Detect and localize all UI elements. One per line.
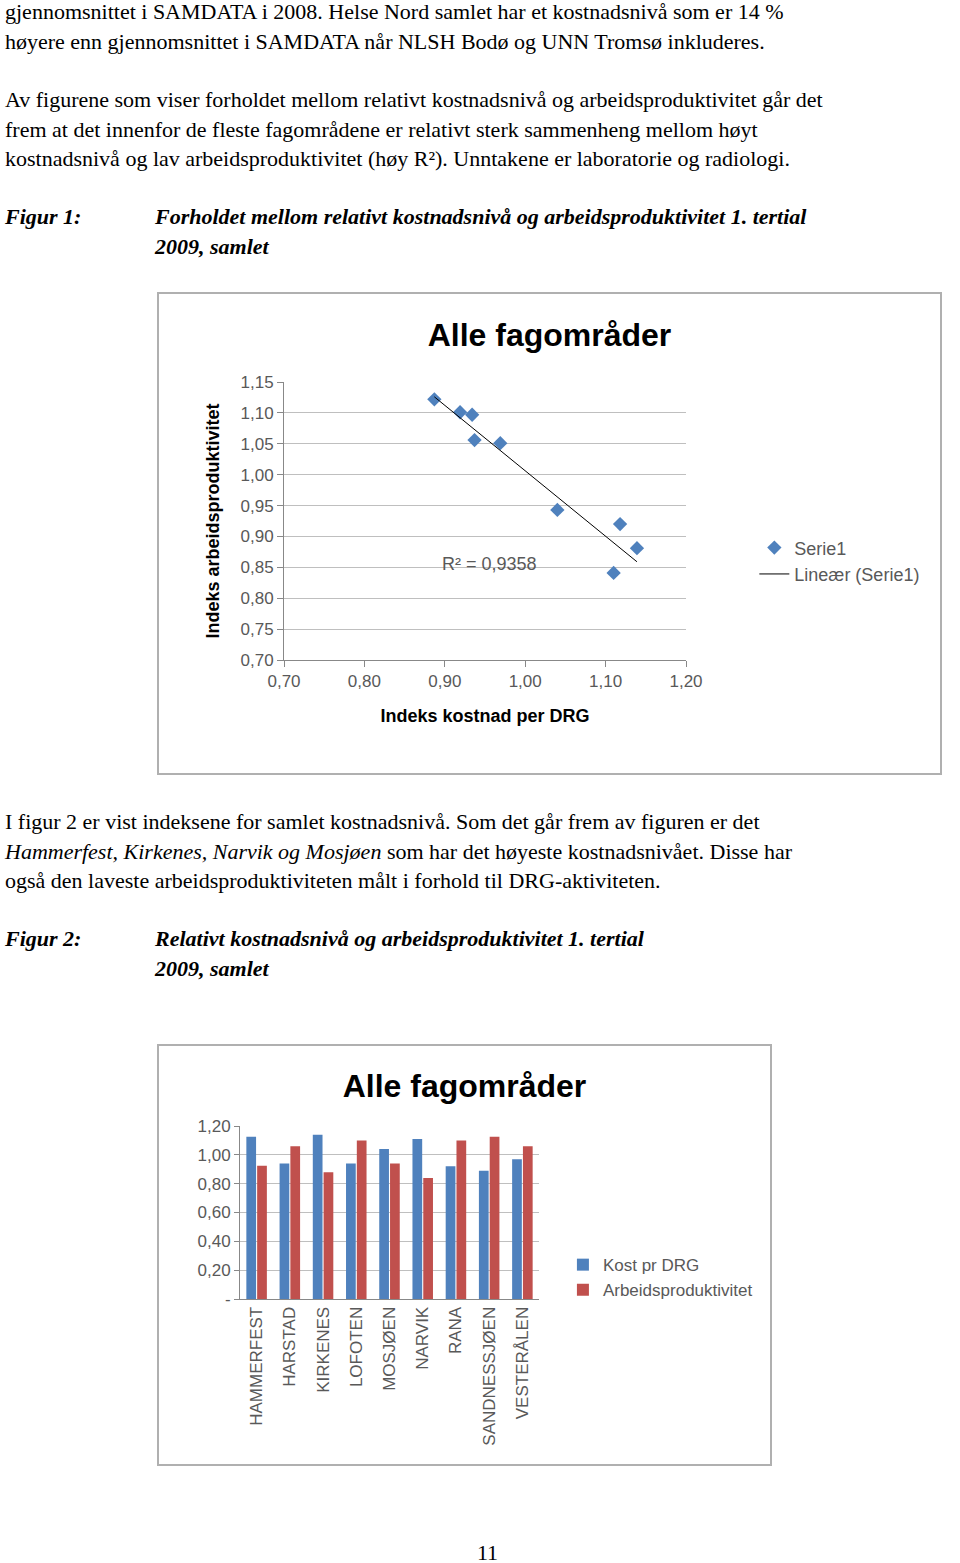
html-text:Figur 2:: Figur 2: (5, 926, 82, 951)
svg-text:0,80: 0,80 (241, 589, 274, 608)
svg-text:1,20: 1,20 (198, 1117, 231, 1136)
svg-text:0,90: 0,90 (241, 527, 274, 546)
html-text:Figur 1:: Figur 1: (5, 204, 82, 229)
svg-text:0,90: 0,90 (428, 672, 461, 691)
svg-text:1,00: 1,00 (198, 1146, 231, 1165)
html-text:også den laveste arbeidsproduk: også den laveste arbeidsproduktiviteten … (5, 868, 661, 893)
svg-text:SANDNESSJØEN: SANDNESSJØEN (480, 1307, 499, 1446)
svg-text:Alle fagområder: Alle fagområder (343, 1068, 587, 1104)
html-text:Av figurene som viser forholde: Av figurene som viser forholdet mellom r… (5, 87, 823, 112)
html-text:høyere enn gjennomsnittet i SA: høyere enn gjennomsnittet i SAMDATA når … (5, 28, 765, 54)
svg-text:MOSJØEN: MOSJØEN (380, 1307, 399, 1391)
html-text:Relativt kostnadsnivå og arbei: Relativt kostnadsnivå og arbeidsprodukti… (155, 926, 644, 951)
svg-text:0,20: 0,20 (198, 1261, 231, 1280)
svg-text:Arbeidsproduktivitet: Arbeidsproduktivitet (603, 1281, 753, 1300)
svg-text:0,70: 0,70 (267, 672, 300, 691)
svg-text:Indeks arbeidsproduktivitet: Indeks arbeidsproduktivitet (203, 403, 223, 638)
svg-text:Serie1: Serie1 (794, 539, 846, 559)
svg-text:R² = 0,9358: R² = 0,9358 (442, 554, 537, 574)
svg-text:0,80: 0,80 (198, 1175, 231, 1194)
svg-text:-: - (225, 1290, 231, 1309)
svg-text:1,10: 1,10 (589, 672, 622, 691)
svg-text:KIRKENES: KIRKENES (314, 1307, 333, 1393)
svg-text:LOFOTEN: LOFOTEN (347, 1307, 366, 1387)
svg-text:Alle fagområder: Alle fagområder (428, 317, 672, 353)
svg-text:VESTERÅLEN: VESTERÅLEN (513, 1307, 532, 1419)
html-text:2009, samlet: 2009, samlet (155, 233, 269, 259)
html-text:frem at det innenfor de fleste: frem at det innenfor de fleste fagområde… (5, 116, 758, 142)
svg-text:0,75: 0,75 (241, 620, 274, 639)
svg-text:NARVIK: NARVIK (413, 1306, 432, 1370)
svg-text:1,05: 1,05 (241, 435, 274, 454)
svg-text:Indeks kostnad per DRG: Indeks kostnad per DRG (380, 706, 589, 726)
html-text:gjennomsnittet i SAMDATA i 200: gjennomsnittet i SAMDATA i 2008. Helse N… (5, 0, 784, 24)
svg-text:1,10: 1,10 (241, 404, 274, 423)
svg-text:0,70: 0,70 (241, 651, 274, 670)
html-text:I figur 2 er vist indeksene fo: I figur 2 er vist indeksene for samlet k… (5, 809, 760, 834)
svg-text:1,15: 1,15 (241, 373, 274, 392)
html-text:2009, samlet: 2009, samlet (155, 955, 269, 981)
svg-text:HAMMERFEST: HAMMERFEST (247, 1307, 266, 1426)
svg-text:RANA: RANA (446, 1306, 465, 1354)
svg-text:0,80: 0,80 (348, 672, 381, 691)
html-text:kostnadsnivå og lav arbeidspro: kostnadsnivå og lav arbeidsproduktivitet… (5, 146, 790, 171)
svg-text:1,00: 1,00 (241, 466, 274, 485)
svg-text:0,60: 0,60 (198, 1203, 231, 1222)
svg-text:0,95: 0,95 (241, 497, 274, 516)
svg-text:1,20: 1,20 (669, 672, 702, 691)
html-text:Forholdet mellom relativt kost: Forholdet mellom relativt kostnadsnivå o… (155, 204, 807, 229)
svg-text:HARSTAD: HARSTAD (280, 1307, 299, 1387)
html-text:Hammerfest, Kirkenes, Narvik o: Hammerfest, Kirkenes, Narvik og Mosjøen … (5, 838, 792, 864)
svg-text:0,40: 0,40 (198, 1232, 231, 1251)
svg-text:Lineær (Serie1): Lineær (Serie1) (794, 565, 919, 585)
svg-text:0,85: 0,85 (241, 558, 274, 577)
svg-text:1,00: 1,00 (509, 672, 542, 691)
svg-text:Kost pr DRG: Kost pr DRG (603, 1256, 699, 1275)
